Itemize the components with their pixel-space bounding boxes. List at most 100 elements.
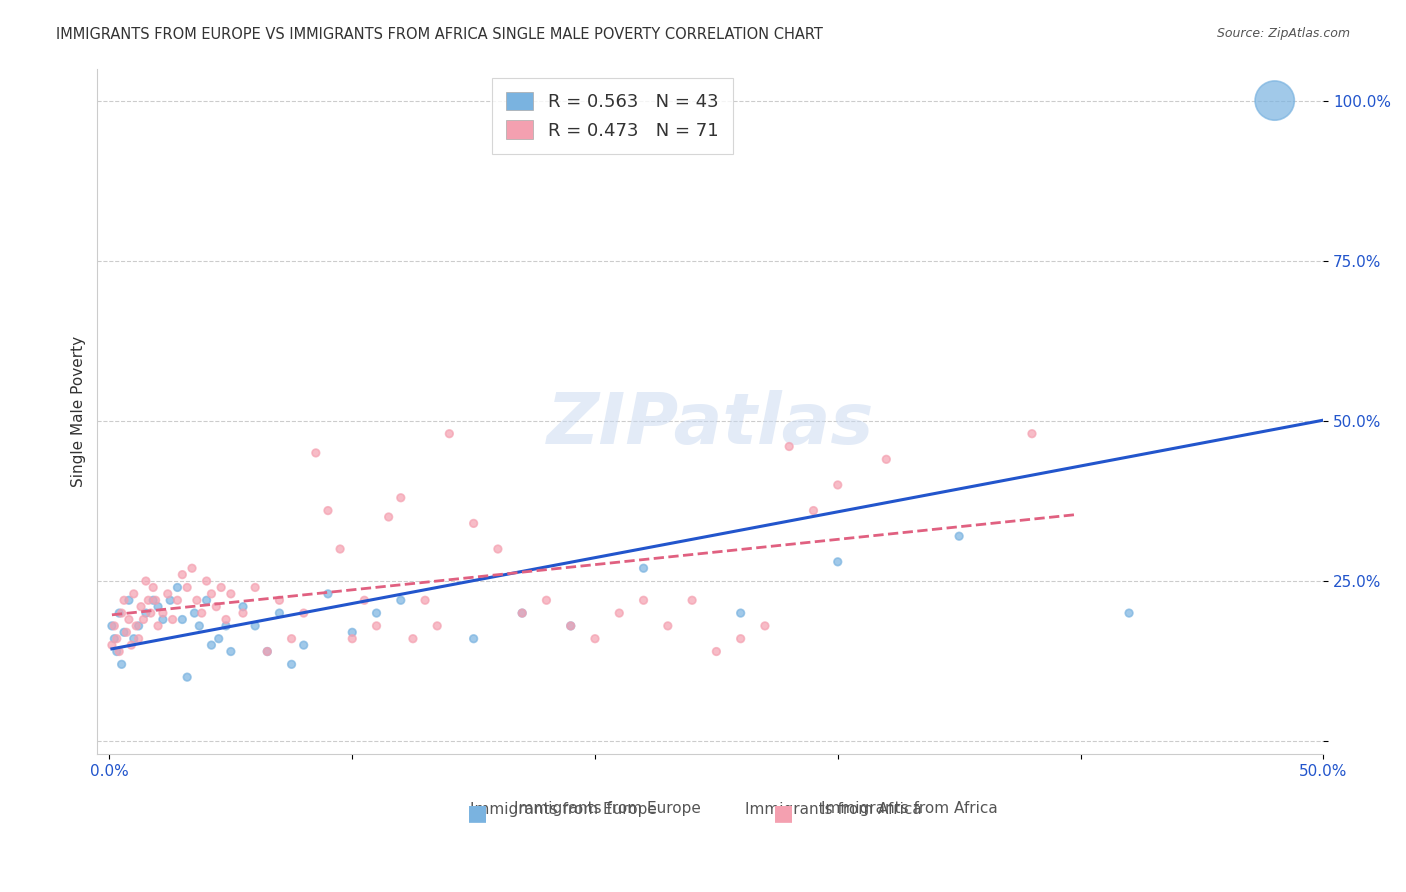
Point	[190, 606, 212, 620]
Y-axis label: Single Male Poverty: Single Male Poverty	[72, 335, 86, 487]
Point	[142, 593, 165, 607]
Point	[152, 612, 174, 626]
Point	[305, 446, 328, 460]
Point	[166, 581, 188, 595]
Point	[108, 606, 131, 620]
Point	[115, 625, 138, 640]
Point	[413, 593, 436, 607]
Point	[510, 606, 533, 620]
Point	[607, 606, 630, 620]
Point	[103, 619, 125, 633]
Point	[209, 581, 232, 595]
Point	[146, 599, 169, 614]
Point	[342, 625, 364, 640]
Point	[152, 606, 174, 620]
Point	[316, 587, 339, 601]
Point	[200, 587, 222, 601]
Point	[101, 619, 124, 633]
Point	[353, 593, 375, 607]
Point	[875, 452, 897, 467]
Point	[176, 581, 198, 595]
Point	[125, 619, 148, 633]
Point	[706, 644, 728, 658]
Point	[269, 606, 291, 620]
Point	[112, 593, 135, 607]
Point	[1118, 606, 1140, 620]
Point	[232, 599, 254, 614]
Point	[389, 593, 412, 607]
Point	[215, 612, 238, 626]
Point	[536, 593, 558, 607]
Point	[215, 619, 238, 633]
Point	[510, 606, 533, 620]
Point	[135, 606, 157, 620]
Point	[105, 644, 128, 658]
Text: Source: ZipAtlas.com: Source: ZipAtlas.com	[1216, 27, 1350, 40]
Point	[132, 612, 155, 626]
Point	[205, 599, 228, 614]
Point	[208, 632, 231, 646]
Point	[633, 561, 655, 575]
Point	[730, 632, 752, 646]
Point	[366, 606, 388, 620]
Point	[243, 619, 266, 633]
Point	[200, 638, 222, 652]
Point	[256, 644, 278, 658]
Point	[730, 606, 752, 620]
Point	[188, 619, 211, 633]
Point	[183, 606, 205, 620]
Point	[803, 503, 825, 517]
Point	[159, 593, 181, 607]
Point	[232, 606, 254, 620]
Point	[111, 606, 134, 620]
Point	[145, 593, 167, 607]
Point	[139, 606, 162, 620]
Point	[827, 555, 849, 569]
Point	[118, 593, 141, 607]
Legend: R = 0.563   N = 43, R = 0.473   N = 71: R = 0.563 N = 43, R = 0.473 N = 71	[492, 78, 733, 154]
Point	[112, 625, 135, 640]
Point	[256, 644, 278, 658]
Point	[316, 503, 339, 517]
Point	[426, 619, 449, 633]
Point	[118, 612, 141, 626]
Point	[181, 561, 204, 575]
Point	[172, 612, 194, 626]
Text: Immigrants from Africa: Immigrants from Africa	[745, 802, 921, 817]
Point	[108, 644, 131, 658]
Point	[633, 593, 655, 607]
Point	[172, 567, 194, 582]
Point	[1264, 94, 1286, 108]
Point	[219, 587, 242, 601]
Point	[402, 632, 425, 646]
Point	[280, 632, 302, 646]
Point	[463, 516, 485, 531]
Text: ■: ■	[467, 804, 488, 823]
Point	[463, 632, 485, 646]
Text: Immigrants from Europe: Immigrants from Europe	[515, 801, 702, 815]
Point	[103, 632, 125, 646]
Point	[560, 619, 582, 633]
Point	[778, 440, 800, 454]
Point	[366, 619, 388, 633]
Point	[146, 619, 169, 633]
Point	[142, 581, 165, 595]
Point	[136, 593, 159, 607]
Point	[176, 670, 198, 684]
Point	[342, 632, 364, 646]
Point	[754, 619, 776, 633]
Point	[128, 632, 150, 646]
Point	[292, 638, 315, 652]
Point	[329, 541, 352, 556]
Point	[560, 619, 582, 633]
Point	[280, 657, 302, 672]
Point	[439, 426, 461, 441]
Point	[195, 574, 218, 588]
Point	[162, 612, 184, 626]
Point	[105, 632, 128, 646]
Point	[128, 619, 150, 633]
Point	[827, 478, 849, 492]
Text: Immigrants from Europe: Immigrants from Europe	[470, 802, 657, 817]
Point	[948, 529, 970, 543]
Point	[111, 657, 134, 672]
